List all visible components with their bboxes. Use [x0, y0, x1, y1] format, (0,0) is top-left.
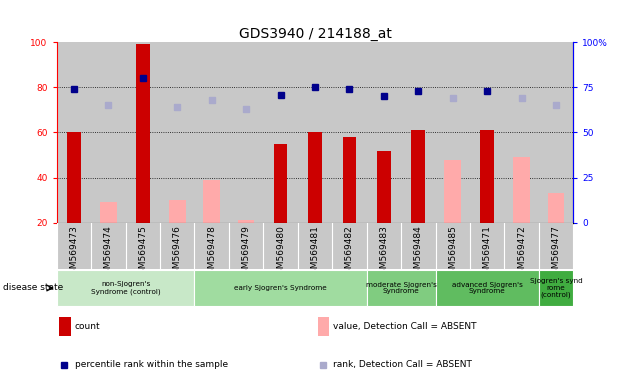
Text: GSM569473: GSM569473 [69, 225, 78, 280]
Text: GSM569478: GSM569478 [207, 225, 216, 280]
Text: GSM569471: GSM569471 [483, 225, 491, 280]
Bar [539, 42, 573, 223]
Bar [435, 42, 470, 223]
Bar [238, 220, 255, 223]
Text: GSM569474: GSM569474 [104, 225, 113, 280]
Text: GSM569482: GSM569482 [345, 225, 354, 280]
Bar [505, 42, 539, 223]
Text: GSM569476: GSM569476 [173, 225, 181, 280]
Bar [539, 270, 573, 306]
Text: value, Detection Call = ABSENT: value, Detection Call = ABSENT [333, 322, 476, 331]
Bar [195, 42, 229, 223]
Text: non-Sjogren's
Syndrome (control): non-Sjogren's Syndrome (control) [91, 281, 161, 295]
Title: GDS3940 / 214188_at: GDS3940 / 214188_at [239, 27, 391, 41]
Bar [91, 42, 125, 223]
Text: GSM569475: GSM569475 [139, 225, 147, 280]
Text: GSM569477: GSM569477 [552, 225, 561, 280]
Bar [125, 42, 160, 223]
Bar [377, 151, 391, 223]
Bar [59, 317, 71, 336]
Text: count: count [75, 322, 100, 331]
Bar [298, 42, 332, 223]
Text: GSM569485: GSM569485 [449, 225, 457, 280]
Bar [445, 160, 461, 223]
Bar [57, 42, 91, 223]
Bar [308, 132, 322, 223]
Text: GSM569480: GSM569480 [276, 225, 285, 280]
Bar [513, 157, 530, 223]
Bar [203, 180, 220, 223]
Bar [229, 42, 263, 223]
Bar [160, 42, 195, 223]
Bar [263, 42, 298, 223]
Bar [332, 42, 367, 223]
Text: Sjogren's synd
rome
(control): Sjogren's synd rome (control) [530, 278, 583, 298]
Bar [411, 130, 425, 223]
Bar [57, 270, 195, 306]
Text: rank, Detection Call = ABSENT: rank, Detection Call = ABSENT [333, 360, 472, 369]
Bar [343, 137, 357, 223]
Bar [401, 42, 435, 223]
Bar [136, 45, 150, 223]
Text: advanced Sjogren's
Syndrome: advanced Sjogren's Syndrome [452, 281, 523, 295]
Bar [367, 270, 435, 306]
Text: percentile rank within the sample: percentile rank within the sample [75, 360, 228, 369]
Bar [470, 42, 505, 223]
Text: disease state: disease state [3, 283, 64, 293]
Text: GSM569484: GSM569484 [414, 225, 423, 280]
Bar [480, 130, 494, 223]
Text: GSM569479: GSM569479 [242, 225, 251, 280]
Bar [318, 317, 329, 336]
Text: early Sjogren's Syndrome: early Sjogren's Syndrome [234, 285, 327, 291]
Text: GSM569481: GSM569481 [311, 225, 319, 280]
Bar [435, 270, 539, 306]
Bar [548, 194, 564, 223]
Bar [195, 270, 367, 306]
Text: moderate Sjogren's
Syndrome: moderate Sjogren's Syndrome [365, 281, 437, 295]
Text: GSM569483: GSM569483 [379, 225, 388, 280]
Bar [273, 144, 287, 223]
Bar [67, 132, 81, 223]
Text: GSM569472: GSM569472 [517, 225, 526, 280]
Bar [100, 202, 117, 223]
Bar [169, 200, 185, 223]
Bar [367, 42, 401, 223]
